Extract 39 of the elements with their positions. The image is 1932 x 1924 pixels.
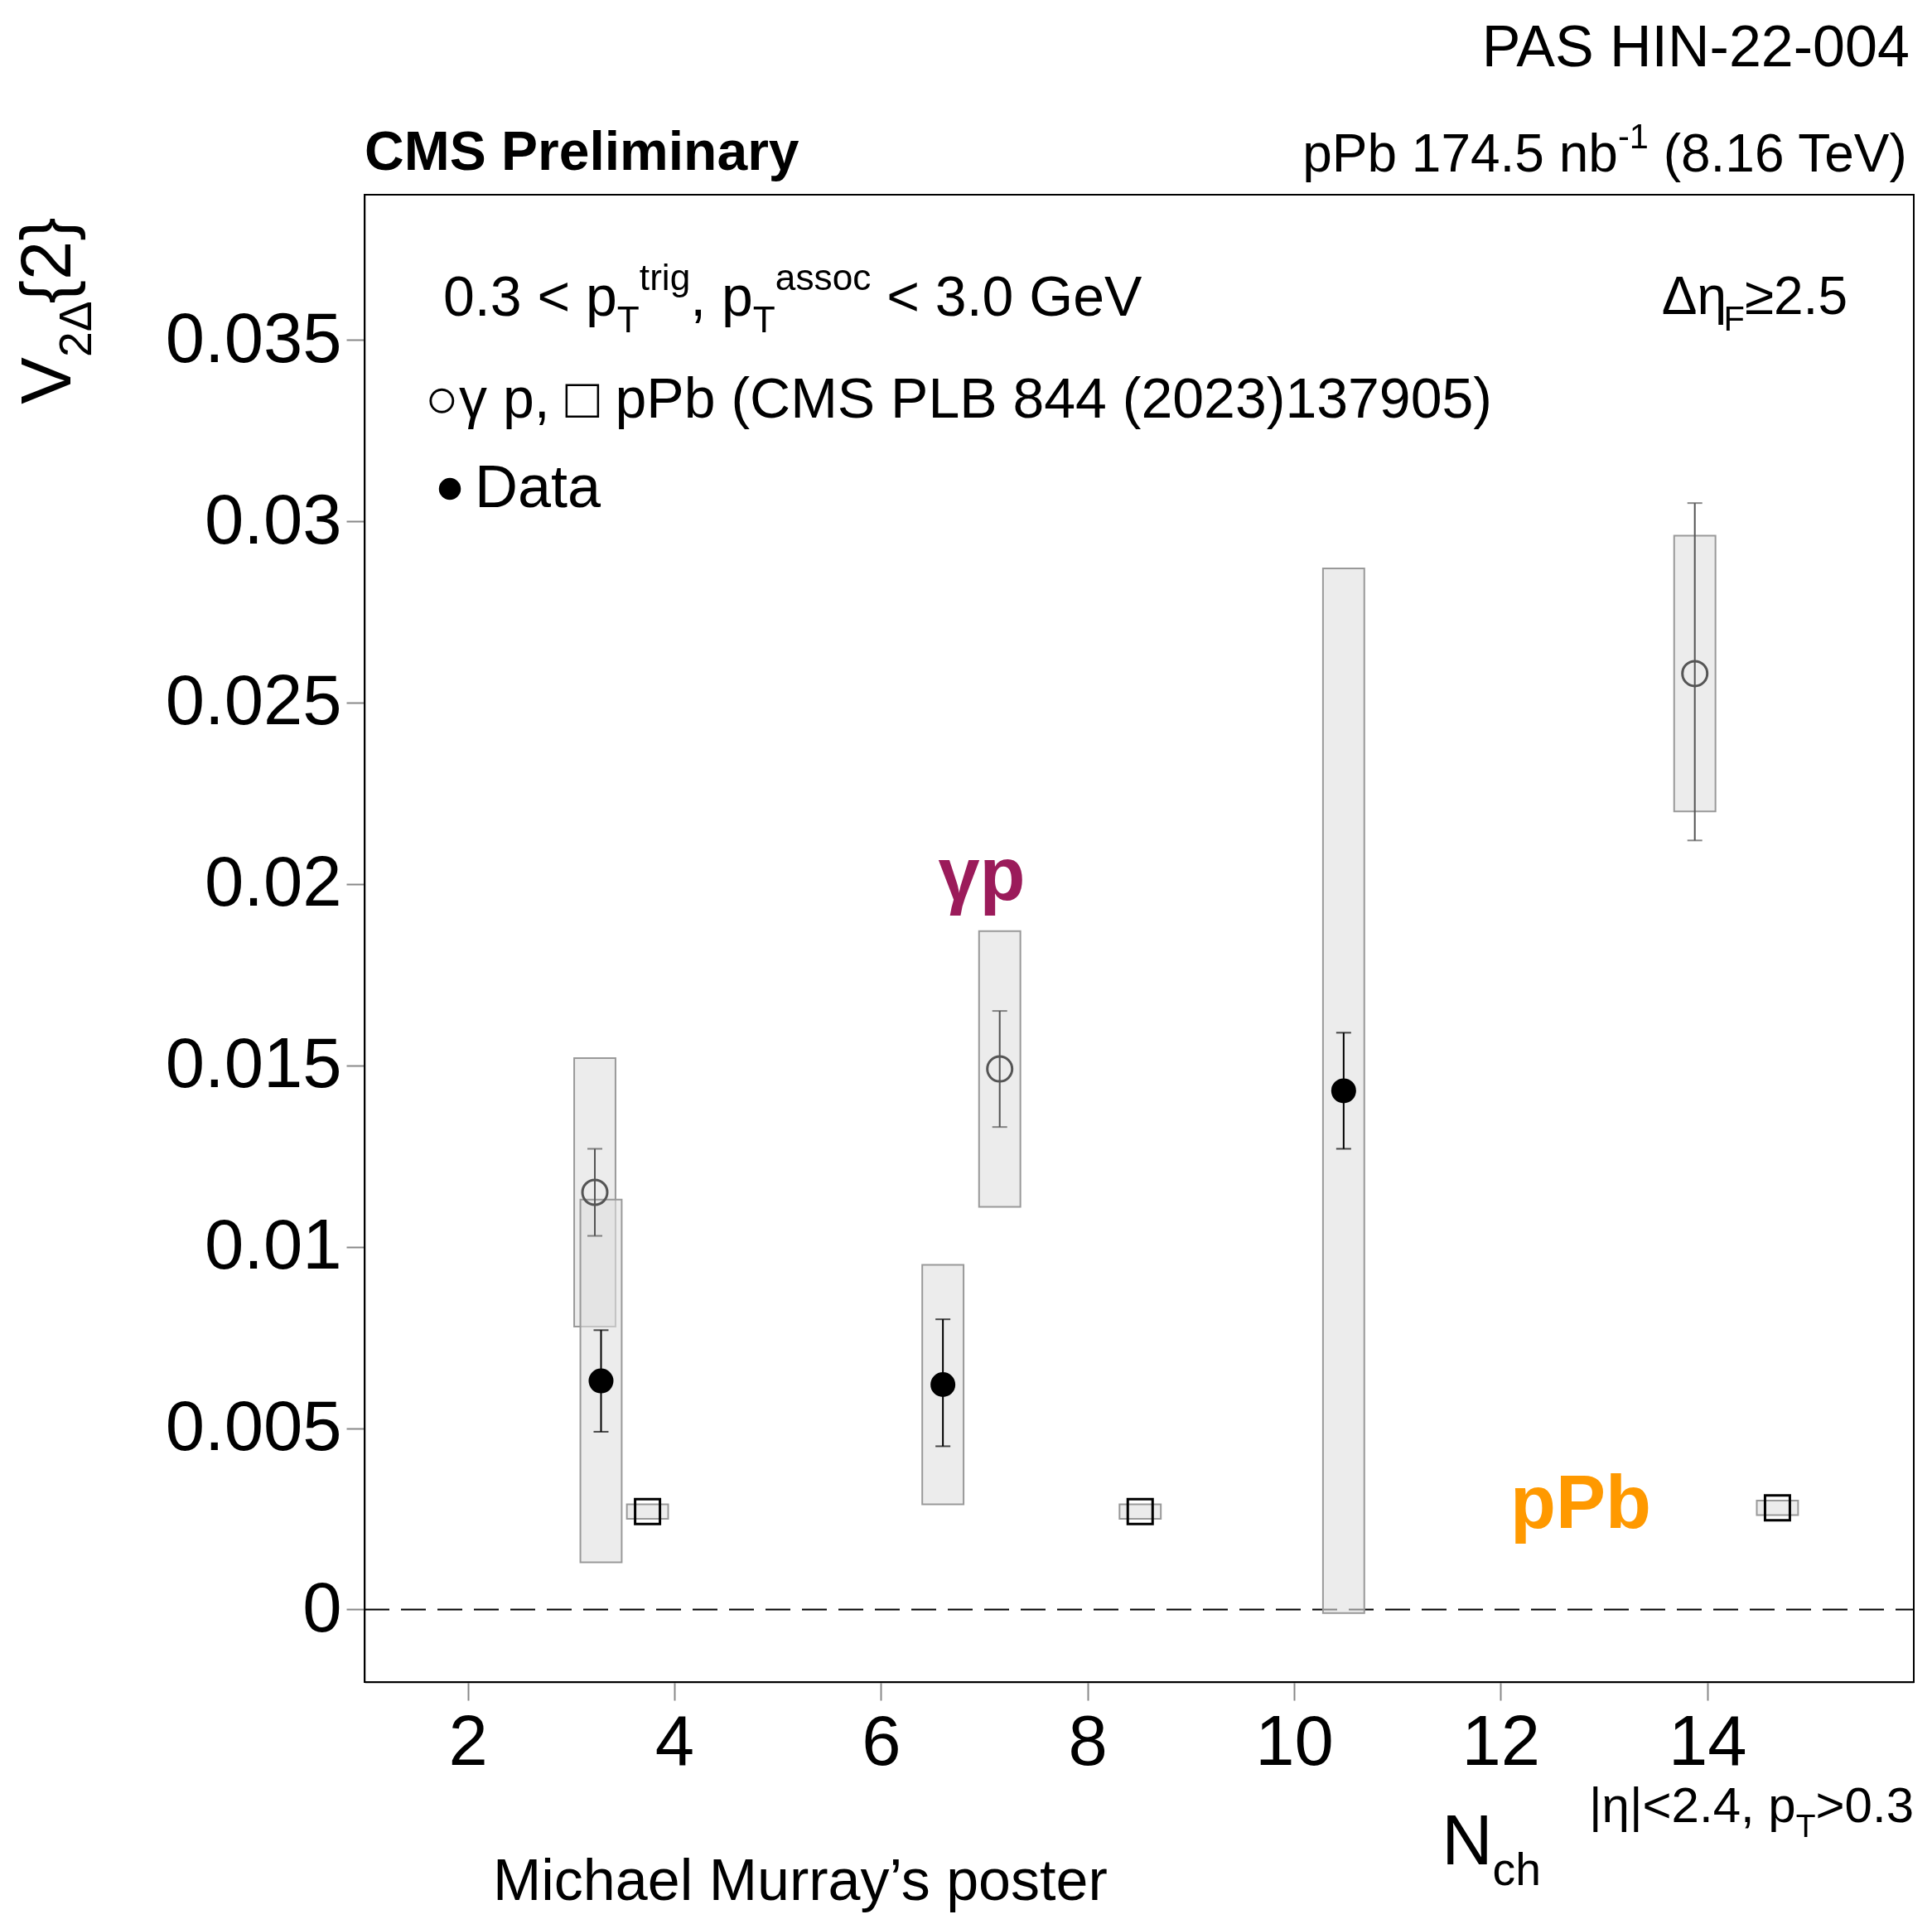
bar — [625, 1503, 669, 1520]
x-tick-label: 12 — [1461, 1700, 1541, 1780]
point — [930, 1372, 956, 1397]
annotation: γp — [938, 833, 1026, 916]
x-tick-label: 10 — [1255, 1700, 1334, 1780]
x-tick-label: 8 — [1068, 1700, 1108, 1780]
bar — [1321, 567, 1365, 1614]
point — [986, 1055, 1014, 1083]
bar — [1118, 1503, 1162, 1520]
bar — [921, 1264, 965, 1506]
y-tick-label: 0.015 — [165, 1023, 342, 1103]
point — [634, 1497, 662, 1525]
legend-label: Data — [475, 453, 602, 520]
x-tick-label: 4 — [654, 1700, 695, 1780]
point — [1681, 660, 1709, 688]
y-tick-label: 0.01 — [205, 1205, 342, 1284]
y-tick-label: 0.005 — [165, 1386, 342, 1466]
text: PAS HIN-22-004 — [1481, 13, 1910, 79]
annotation: pPb — [1510, 1461, 1651, 1544]
x-tick-label: 2 — [448, 1700, 488, 1780]
y-axis-title: V2Δ{2} — [6, 217, 102, 404]
annotation: ○γ p, □ pPb (CMS PLB 844 (2023)137905) — [425, 365, 1492, 429]
text: Michael Murray’s poster — [493, 1847, 1108, 1912]
chart-title: CMS Preliminary — [365, 120, 799, 181]
point — [1126, 1497, 1154, 1525]
point — [1331, 1078, 1356, 1104]
bar — [579, 1198, 623, 1564]
bar — [1673, 534, 1717, 813]
point — [1763, 1494, 1791, 1522]
x-tick-label: 14 — [1668, 1700, 1747, 1780]
point — [581, 1178, 609, 1206]
y-tick-label: 0 — [302, 1567, 342, 1646]
y-tick-label: 0.035 — [165, 297, 342, 377]
point — [588, 1368, 614, 1394]
bar — [978, 930, 1022, 1208]
x-tick-label: 6 — [862, 1700, 901, 1780]
y-tick-label: 0.02 — [205, 842, 342, 921]
y-tick-label: 0.03 — [205, 479, 342, 558]
y-tick-label: 0.025 — [165, 660, 342, 740]
